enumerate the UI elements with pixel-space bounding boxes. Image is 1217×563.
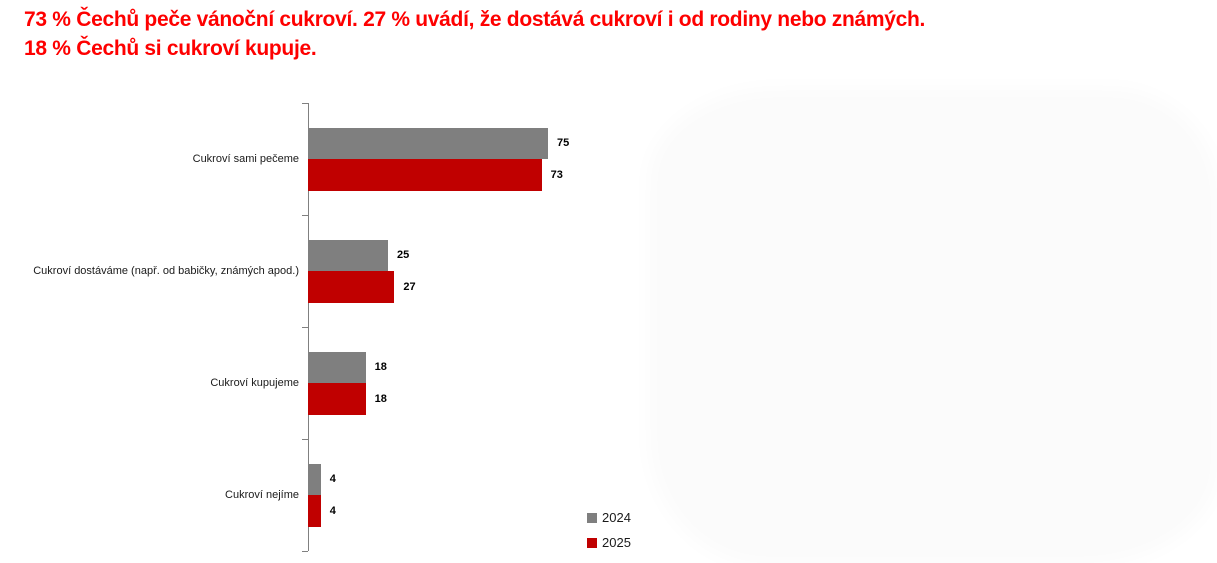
legend-item-2024: 2024	[587, 510, 631, 525]
legend-swatch-2025	[587, 537, 597, 548]
legend-item-2025: 2025	[587, 535, 631, 550]
bar-2024	[308, 127, 548, 159]
y-axis-tick	[302, 215, 308, 216]
y-axis-line	[308, 103, 309, 551]
value-label: 27	[403, 280, 416, 293]
legend-label: 2024	[602, 510, 631, 525]
value-label: 18	[374, 392, 387, 405]
value-label: 18	[374, 361, 387, 374]
bar-2025	[308, 495, 321, 527]
page-title: 73 % Čechů peče vánoční cukroví. 27 % uv…	[24, 5, 925, 63]
value-label: 73	[550, 168, 563, 181]
value-label: 75	[557, 137, 570, 150]
legend-label: 2025	[602, 535, 631, 550]
value-label: 4	[329, 504, 336, 517]
bar-2024	[308, 463, 321, 495]
bar-2025	[308, 271, 395, 303]
y-axis-tick	[302, 327, 308, 328]
category-label: Cukroví nejíme	[225, 488, 299, 501]
category-label: Cukroví kupujeme	[210, 376, 299, 389]
legend-swatch-2024	[587, 512, 597, 523]
y-axis-tick	[302, 551, 308, 552]
category-label: Cukroví sami pečeme	[192, 152, 299, 165]
bar-2025	[308, 383, 366, 415]
title-line-1: 73 % Čechů peče vánoční cukroví. 27 % uv…	[24, 8, 926, 31]
bar-2024	[308, 239, 388, 271]
bar-2024	[308, 351, 366, 383]
category-label: Cukroví dostáváme (např. od babičky, zná…	[33, 264, 299, 277]
bar-2025	[308, 159, 542, 191]
y-axis-tick	[302, 439, 308, 440]
y-axis-tick	[302, 103, 308, 104]
value-label: 25	[397, 249, 410, 262]
background-blob	[658, 98, 1210, 556]
value-label: 4	[329, 473, 336, 486]
title-line-2: 18 % Čechů si cukroví kupuje.	[24, 37, 317, 60]
